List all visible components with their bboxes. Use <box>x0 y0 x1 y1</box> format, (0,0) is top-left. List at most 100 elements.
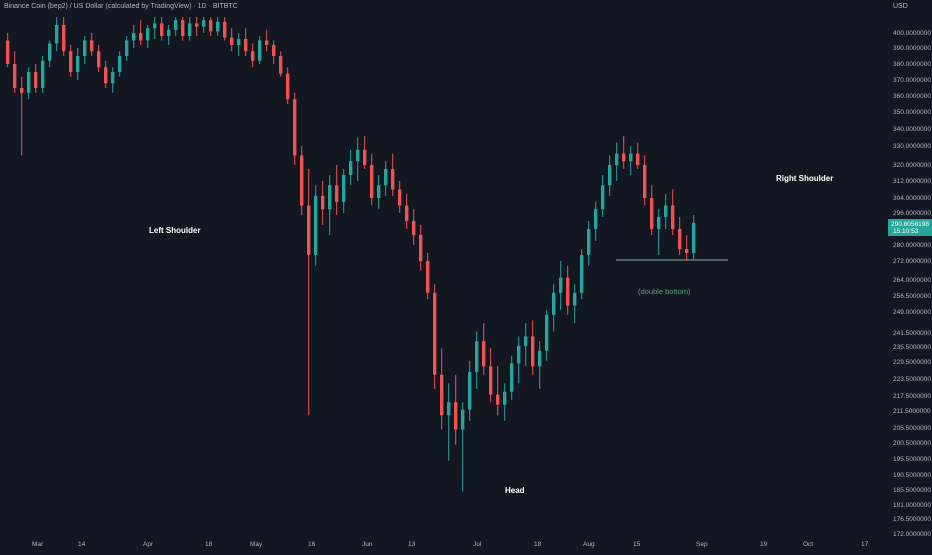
candle[interactable] <box>426 253 430 300</box>
candle[interactable] <box>664 193 668 229</box>
candle[interactable] <box>475 331 479 389</box>
candle[interactable] <box>272 40 276 65</box>
candle[interactable] <box>258 36 262 64</box>
candle[interactable] <box>398 181 402 213</box>
candle[interactable] <box>650 185 654 235</box>
candle[interactable] <box>587 221 591 266</box>
currency-label[interactable]: USD <box>893 3 908 10</box>
candle[interactable] <box>468 360 472 421</box>
candle[interactable] <box>314 185 318 266</box>
symbol-title[interactable]: Binance Coin (bep2) / US Dollar (calcula… <box>4 3 192 10</box>
candle[interactable] <box>230 28 234 52</box>
candle[interactable] <box>342 169 346 213</box>
candle[interactable] <box>349 149 353 186</box>
candle[interactable] <box>139 20 143 45</box>
candle[interactable] <box>97 45 101 72</box>
candle[interactable] <box>608 155 612 196</box>
candle[interactable] <box>174 17 178 36</box>
candle[interactable] <box>384 161 388 196</box>
candle[interactable] <box>433 284 437 389</box>
candle[interactable] <box>293 92 297 165</box>
candle[interactable] <box>6 33 10 68</box>
candle[interactable] <box>615 142 619 181</box>
candle[interactable] <box>328 175 332 235</box>
candle[interactable] <box>251 43 255 68</box>
candle[interactable] <box>657 209 661 255</box>
candle[interactable] <box>538 341 542 389</box>
candle[interactable] <box>643 155 647 206</box>
candle[interactable] <box>20 76 24 156</box>
candle[interactable] <box>90 33 94 56</box>
candle[interactable] <box>461 402 465 492</box>
candle[interactable] <box>265 29 269 52</box>
candle[interactable] <box>188 17 192 41</box>
candle[interactable] <box>356 137 360 182</box>
candle[interactable] <box>167 25 171 45</box>
candle[interactable] <box>573 284 577 324</box>
candle[interactable] <box>307 169 311 416</box>
candle[interactable] <box>692 215 696 259</box>
candle[interactable] <box>153 17 157 39</box>
candle[interactable] <box>223 17 227 41</box>
candle[interactable] <box>482 323 486 375</box>
candle[interactable] <box>412 209 416 245</box>
candle[interactable] <box>195 17 199 36</box>
candle[interactable] <box>83 36 87 64</box>
candle[interactable] <box>601 175 605 217</box>
candle[interactable] <box>146 25 150 48</box>
candle[interactable] <box>160 17 164 41</box>
candle[interactable] <box>237 33 241 56</box>
candle[interactable] <box>69 45 73 77</box>
candle[interactable] <box>678 217 682 255</box>
candle[interactable] <box>566 265 570 315</box>
candle[interactable] <box>405 193 409 229</box>
candle[interactable] <box>244 28 248 56</box>
candle[interactable] <box>286 67 290 104</box>
candle[interactable] <box>202 17 206 33</box>
candle[interactable] <box>636 142 640 169</box>
candle[interactable] <box>440 348 444 430</box>
candle[interactable] <box>629 146 633 175</box>
candle[interactable] <box>419 225 423 271</box>
candle[interactable] <box>181 17 185 41</box>
candle[interactable] <box>125 36 129 61</box>
candle[interactable] <box>335 165 339 215</box>
candle[interactable] <box>622 135 626 169</box>
candle[interactable] <box>279 51 283 77</box>
candle[interactable] <box>391 153 395 196</box>
candle[interactable] <box>545 309 549 361</box>
candle[interactable] <box>489 348 493 403</box>
candle[interactable] <box>580 249 584 300</box>
candle[interactable] <box>454 374 458 445</box>
candle[interactable] <box>13 51 17 93</box>
candle[interactable] <box>76 48 80 80</box>
candle[interactable] <box>671 189 675 236</box>
candle[interactable] <box>104 60 108 88</box>
candle[interactable] <box>62 17 66 56</box>
candle[interactable] <box>370 153 374 206</box>
candle[interactable] <box>531 320 535 375</box>
candle[interactable] <box>111 67 115 93</box>
candle[interactable] <box>132 25 136 48</box>
candle[interactable] <box>363 135 367 169</box>
candle[interactable] <box>209 17 213 36</box>
interval-label[interactable]: 1D <box>197 3 207 10</box>
candle[interactable] <box>300 146 304 215</box>
candle[interactable] <box>377 175 381 210</box>
candle[interactable] <box>552 284 556 332</box>
symbol-header[interactable]: Binance Coin (bep2) / US Dollar (calcula… <box>4 3 238 10</box>
candle[interactable] <box>559 261 563 310</box>
candle[interactable] <box>216 17 220 36</box>
candle[interactable] <box>41 56 45 93</box>
candle[interactable] <box>496 366 500 416</box>
candle[interactable] <box>517 336 521 384</box>
candle[interactable] <box>685 235 689 261</box>
candle[interactable] <box>594 201 598 241</box>
candle[interactable] <box>447 383 451 461</box>
candle[interactable] <box>524 323 528 367</box>
candle[interactable] <box>48 40 52 68</box>
candle[interactable] <box>503 383 507 421</box>
candle[interactable] <box>27 67 31 100</box>
